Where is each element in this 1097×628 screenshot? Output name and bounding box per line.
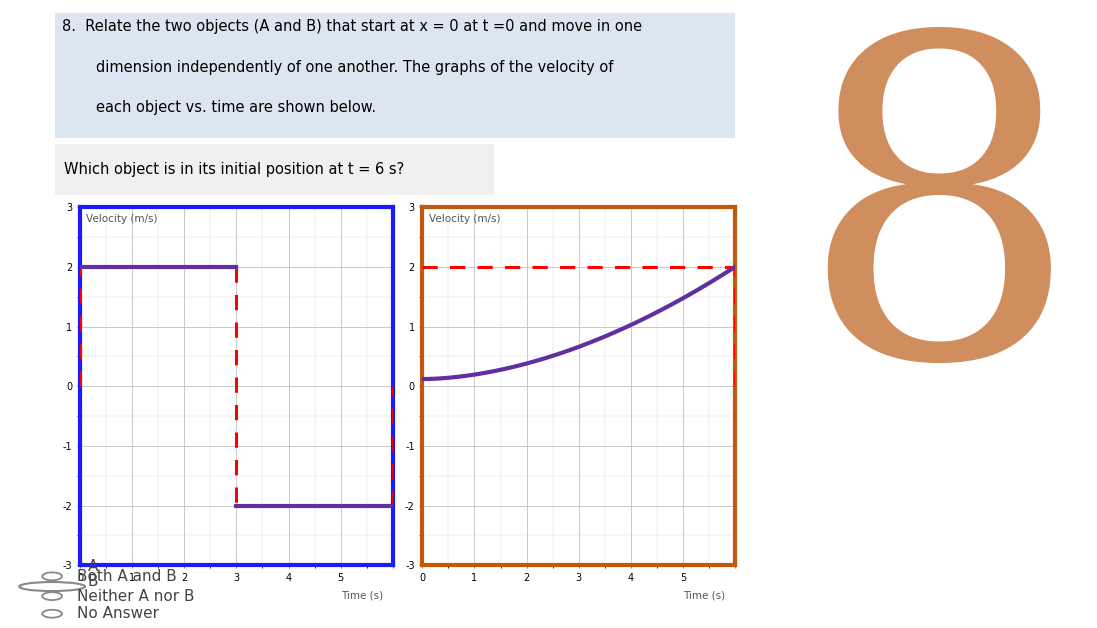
Text: No Answer: No Answer (77, 606, 159, 621)
Text: Which object is in its initial position at t = 6 s?: Which object is in its initial position … (64, 162, 404, 177)
Text: 8: 8 (798, 19, 1081, 448)
Text: Both A and B: Both A and B (77, 569, 177, 584)
Text: each object vs. time are shown below.: each object vs. time are shown below. (95, 100, 376, 116)
Text: Velocity (m/s): Velocity (m/s) (87, 214, 158, 224)
Text: A: A (88, 559, 98, 573)
Text: Velocity (m/s): Velocity (m/s) (429, 214, 500, 224)
Text: Time (s): Time (s) (341, 590, 383, 600)
Text: Neither A nor B: Neither A nor B (77, 588, 194, 604)
Text: Time (s): Time (s) (683, 590, 725, 600)
Text: dimension independently of one another. The graphs of the velocity of: dimension independently of one another. … (95, 60, 613, 75)
Text: 8.  Relate the two objects (A and B) that start at x = 0 at t =0 and move in one: 8. Relate the two objects (A and B) that… (61, 19, 642, 34)
Text: B: B (88, 574, 99, 589)
